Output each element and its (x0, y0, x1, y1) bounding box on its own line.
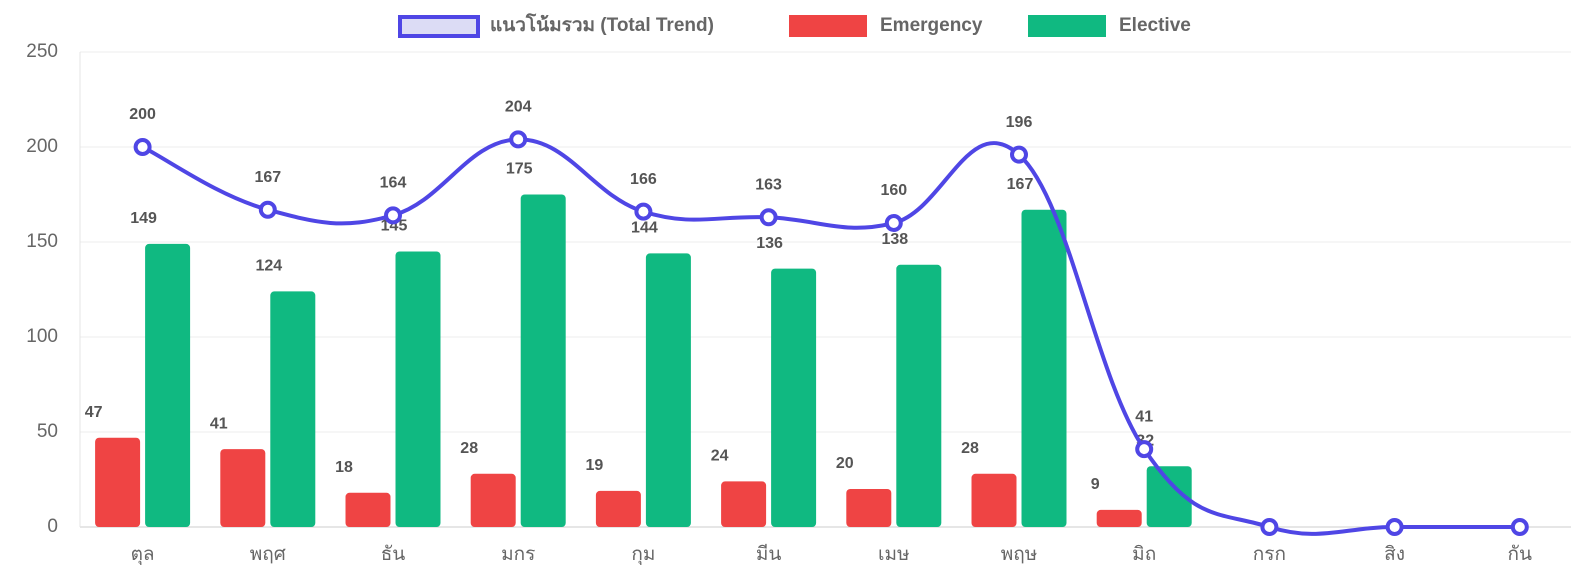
bar (395, 251, 441, 527)
bar (971, 473, 1017, 527)
value-label: 9 (1091, 476, 1100, 493)
value-label: 160 (880, 182, 907, 199)
bar (1096, 509, 1142, 527)
y-tick-label: 50 (37, 421, 58, 442)
bar (1021, 209, 1067, 527)
legend-label: แนวโน้มรวม (Total Trend) (490, 13, 714, 36)
y-tick-label: 250 (26, 41, 58, 62)
x-tick-label: มกร (501, 544, 535, 565)
bar (95, 437, 141, 527)
legend-swatch (398, 15, 480, 38)
value-label: 200 (129, 106, 156, 123)
x-tick-label: เมษ (878, 544, 910, 565)
x-tick-label: มีน (756, 543, 782, 565)
x-tick-label: มิถ (1132, 544, 1156, 565)
value-label: 41 (1135, 408, 1153, 425)
trend-point (384, 206, 402, 225)
value-label: 167 (1007, 176, 1034, 193)
x-tick-label: พฤศ (250, 544, 286, 565)
value-label: 166 (630, 171, 657, 188)
value-label: 20 (836, 455, 854, 472)
y-tick-label: 200 (26, 136, 58, 157)
value-label: 18 (335, 459, 353, 476)
bar (896, 264, 942, 527)
value-label: 167 (254, 169, 281, 186)
value-label: 175 (506, 161, 533, 178)
trend-point (133, 138, 152, 156)
bar (595, 490, 641, 527)
trend-point (1135, 440, 1154, 459)
bar (721, 481, 767, 527)
legend-label: Elective (1119, 15, 1191, 36)
bar (220, 449, 266, 527)
value-label: 136 (756, 235, 783, 252)
trend-point (634, 202, 653, 221)
bar (470, 473, 516, 527)
x-tick-label: กุม (631, 544, 655, 566)
value-label: 19 (586, 457, 604, 474)
value-label: 28 (460, 440, 478, 457)
y-tick-label: 100 (26, 326, 58, 347)
value-label: 204 (505, 99, 532, 116)
legend-swatch (1028, 15, 1106, 37)
y-tick-label: 150 (26, 231, 58, 252)
trend-point (509, 130, 528, 149)
trend-point (759, 208, 778, 227)
trend-point (1510, 518, 1529, 536)
trend-point (1260, 518, 1279, 536)
trend-point (258, 200, 277, 219)
bar (270, 291, 316, 527)
value-label: 47 (85, 404, 103, 421)
trend-point (1010, 145, 1028, 164)
value-label: 163 (755, 177, 782, 194)
legend-swatch (789, 15, 867, 37)
value-label: 164 (380, 175, 407, 192)
y-tick-label: 0 (47, 516, 58, 537)
x-tick-label: ธัน (381, 544, 406, 565)
value-label: 24 (711, 448, 729, 465)
bar (771, 268, 817, 527)
trend-point (1385, 518, 1404, 536)
bar (345, 492, 391, 527)
bar (145, 243, 191, 527)
value-label: 149 (130, 210, 157, 227)
x-tick-label: กัน (1508, 544, 1533, 565)
bar (520, 194, 566, 527)
x-tick-label: ตุล (131, 544, 155, 566)
x-tick-label: กรก (1253, 544, 1286, 565)
value-label: 124 (255, 258, 282, 275)
bar (846, 489, 892, 527)
x-tick-label: พฤษ (1001, 544, 1038, 565)
value-label: 41 (210, 415, 228, 432)
trend-point (884, 214, 903, 232)
value-label: 196 (1006, 114, 1033, 131)
x-tick-label: สิง (1384, 544, 1405, 565)
value-label: 28 (961, 440, 979, 457)
legend-label: Emergency (880, 15, 983, 36)
value-label: 144 (631, 220, 658, 237)
bar (1146, 466, 1192, 527)
value-label: 138 (881, 231, 908, 248)
bar (645, 253, 691, 527)
